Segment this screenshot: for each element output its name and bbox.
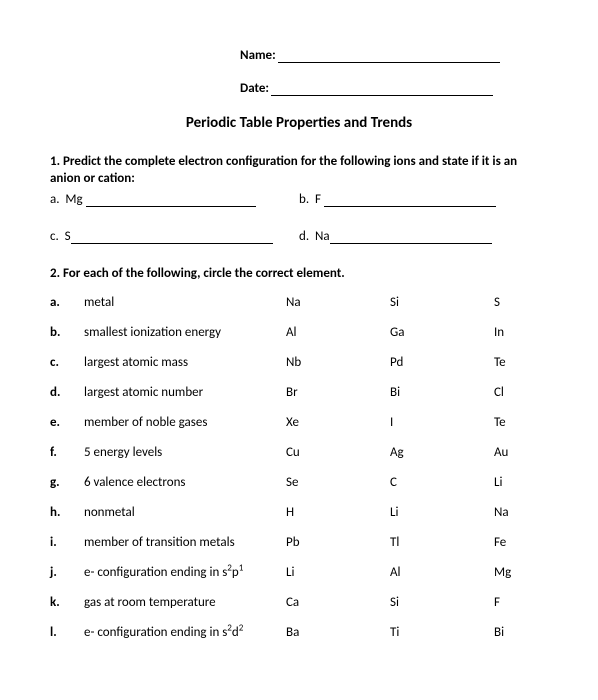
element-option[interactable]: Br: [286, 385, 390, 400]
table-row: k.gas at room temperatureCaSiF: [50, 595, 548, 610]
row-description: gas at room temperature: [84, 595, 286, 610]
element-option[interactable]: Li: [494, 475, 502, 490]
row-letter: b.: [50, 325, 84, 340]
row-description: metal: [84, 295, 286, 310]
row-letter: i.: [50, 535, 84, 550]
table-row: a.metalNaSiS: [50, 295, 548, 310]
q1-a-label: a. Mg: [50, 192, 86, 207]
element-option[interactable]: Te: [494, 355, 506, 370]
element-option[interactable]: Mg: [494, 565, 511, 580]
row-letter: g.: [50, 475, 84, 490]
row-description: 6 valence electrons: [84, 475, 286, 490]
row-letter: l.: [50, 625, 84, 640]
q1-d-label: d. Na: [299, 229, 330, 244]
row-letter: h.: [50, 505, 84, 520]
element-option[interactable]: H: [286, 505, 390, 520]
element-option[interactable]: Se: [286, 475, 390, 490]
q1-b-label: b. F: [299, 192, 324, 207]
row-description: member of transition metals: [84, 535, 286, 550]
row-letter: d.: [50, 385, 84, 400]
table-row: f.5 energy levelsCuAgAu: [50, 445, 548, 460]
table-row: l.e- configuration ending in s2d2BaTiBi: [50, 625, 548, 640]
row-description: member of noble gases: [84, 415, 286, 430]
q2-table: a.metalNaSiSb.smallest ionization energy…: [50, 295, 548, 640]
table-row: h.nonmetalHLiNa: [50, 505, 548, 520]
page-title: Periodic Table Properties and Trends: [50, 114, 548, 132]
table-row: i.member of transition metalsPbTlFe: [50, 535, 548, 550]
q1-item-c: c. S: [50, 229, 299, 244]
q1-d-blank[interactable]: [330, 232, 492, 244]
row-description: e- configuration ending in s2p1: [84, 565, 286, 580]
element-option[interactable]: Al: [390, 565, 494, 580]
row-letter: f.: [50, 445, 84, 460]
element-option[interactable]: Bi: [494, 625, 504, 640]
element-option[interactable]: Al: [286, 325, 390, 340]
element-option[interactable]: Na: [494, 505, 509, 520]
row-description: e- configuration ending in s2d2: [84, 625, 286, 640]
element-option[interactable]: Pb: [286, 535, 390, 550]
element-option[interactable]: Ti: [390, 625, 494, 640]
element-option[interactable]: Si: [390, 595, 494, 610]
table-row: d.largest atomic numberBrBiCl: [50, 385, 548, 400]
element-option[interactable]: In: [494, 325, 504, 340]
element-option[interactable]: Ca: [286, 595, 390, 610]
q1-a-blank[interactable]: [86, 195, 256, 207]
row-description: largest atomic number: [84, 385, 286, 400]
row-description: largest atomic mass: [84, 355, 286, 370]
element-option[interactable]: Li: [390, 505, 494, 520]
q1-b-blank[interactable]: [324, 195, 496, 207]
element-option[interactable]: Au: [494, 445, 508, 460]
row-description: 5 energy levels: [84, 445, 286, 460]
row-letter: c.: [50, 355, 84, 370]
element-option[interactable]: Cl: [494, 385, 504, 400]
element-option[interactable]: Nb: [286, 355, 390, 370]
date-blank-line[interactable]: [271, 83, 493, 96]
element-option[interactable]: Ga: [390, 325, 494, 340]
table-row: j.e- configuration ending in s2p1LiAlMg: [50, 565, 548, 580]
q1-row-1: a. Mg b. F: [50, 192, 548, 207]
element-option[interactable]: Te: [494, 415, 506, 430]
q1-row-2: c. S d. Na: [50, 229, 548, 244]
element-option[interactable]: I: [390, 415, 494, 430]
element-option[interactable]: Xe: [286, 415, 390, 430]
name-blank-line[interactable]: [278, 50, 500, 63]
row-description: smallest ionization energy: [84, 325, 286, 340]
date-field: Date:: [240, 81, 548, 96]
table-row: b.smallest ionization energyAlGaIn: [50, 325, 548, 340]
row-letter: j.: [50, 565, 84, 580]
element-option[interactable]: Na: [286, 295, 390, 310]
q1-c-label: c. S: [50, 229, 71, 244]
row-letter: e.: [50, 415, 84, 430]
name-field: Name:: [240, 48, 548, 63]
table-row: c.largest atomic massNbPdTe: [50, 355, 548, 370]
element-option[interactable]: S: [494, 295, 500, 310]
element-option[interactable]: C: [390, 475, 494, 490]
name-label: Name:: [240, 48, 276, 63]
element-option[interactable]: Ba: [286, 625, 390, 640]
q2-prompt: 2. For each of the following, circle the…: [50, 266, 548, 281]
row-description: nonmetal: [84, 505, 286, 520]
element-option[interactable]: Ag: [390, 445, 494, 460]
table-row: e.member of noble gasesXeITe: [50, 415, 548, 430]
q1-item-d: d. Na: [299, 229, 548, 244]
q1-prompt: 1. Predict the complete electron configu…: [50, 154, 548, 188]
element-option[interactable]: Fe: [494, 535, 506, 550]
element-option[interactable]: F: [494, 595, 500, 610]
element-option[interactable]: Bi: [390, 385, 494, 400]
element-option[interactable]: Cu: [286, 445, 390, 460]
q1-item-b: b. F: [299, 192, 548, 207]
row-letter: a.: [50, 295, 84, 310]
row-letter: k.: [50, 595, 84, 610]
element-option[interactable]: Si: [390, 295, 494, 310]
element-option[interactable]: Pd: [390, 355, 494, 370]
date-label: Date:: [240, 81, 269, 96]
element-option[interactable]: Li: [286, 565, 390, 580]
q1-c-blank[interactable]: [71, 232, 273, 244]
table-row: g.6 valence electronsSeCLi: [50, 475, 548, 490]
q1-item-a: a. Mg: [50, 192, 299, 207]
element-option[interactable]: Tl: [390, 535, 494, 550]
